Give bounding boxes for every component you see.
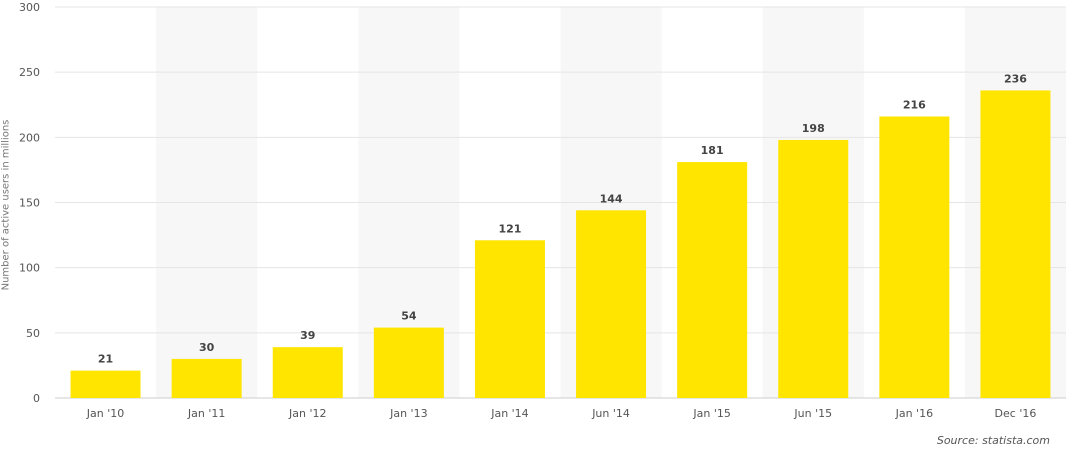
data-label: 121 bbox=[498, 222, 521, 235]
data-label: 21 bbox=[98, 353, 113, 366]
data-label: 216 bbox=[903, 98, 926, 111]
data-label: 181 bbox=[701, 144, 724, 157]
x-tick-label: Jan '13 bbox=[389, 407, 427, 420]
x-tick-label: Jan '14 bbox=[490, 407, 528, 420]
data-label: 144 bbox=[600, 192, 623, 205]
y-tick-label: 250 bbox=[19, 66, 40, 79]
x-tick-label: Jun '14 bbox=[591, 407, 630, 420]
bar bbox=[677, 162, 748, 398]
data-label: 39 bbox=[300, 329, 315, 342]
bar bbox=[778, 139, 849, 398]
bar bbox=[70, 370, 141, 398]
data-label: 236 bbox=[1004, 72, 1027, 85]
x-tick-label: Jan '15 bbox=[692, 407, 730, 420]
data-label: 30 bbox=[199, 341, 215, 354]
x-tick-label: Dec '16 bbox=[995, 407, 1037, 420]
y-tick-label: 0 bbox=[33, 392, 40, 405]
y-tick-label: 100 bbox=[19, 262, 40, 275]
data-label: 54 bbox=[401, 310, 417, 323]
y-tick-label: 200 bbox=[19, 131, 40, 144]
source-credit: Source: statista.com bbox=[936, 434, 1050, 447]
bar bbox=[576, 210, 647, 398]
y-tick-label: 50 bbox=[26, 327, 40, 340]
bar bbox=[272, 347, 343, 398]
x-tick-label: Jan '12 bbox=[288, 407, 326, 420]
bar bbox=[373, 327, 444, 398]
bar bbox=[879, 116, 950, 398]
y-tick-label: 300 bbox=[19, 1, 40, 14]
x-tick-label: Jan '10 bbox=[86, 407, 124, 420]
bar bbox=[980, 90, 1051, 398]
x-tick-label: Jan '11 bbox=[187, 407, 225, 420]
y-axis-label: Number of active users in millions bbox=[0, 119, 12, 291]
data-label: 198 bbox=[802, 122, 825, 135]
y-tick-label: 150 bbox=[19, 197, 40, 210]
x-tick-label: Jun '15 bbox=[793, 407, 832, 420]
bar bbox=[474, 240, 545, 398]
bar bbox=[171, 358, 242, 398]
x-tick-label: Jan '16 bbox=[895, 407, 933, 420]
